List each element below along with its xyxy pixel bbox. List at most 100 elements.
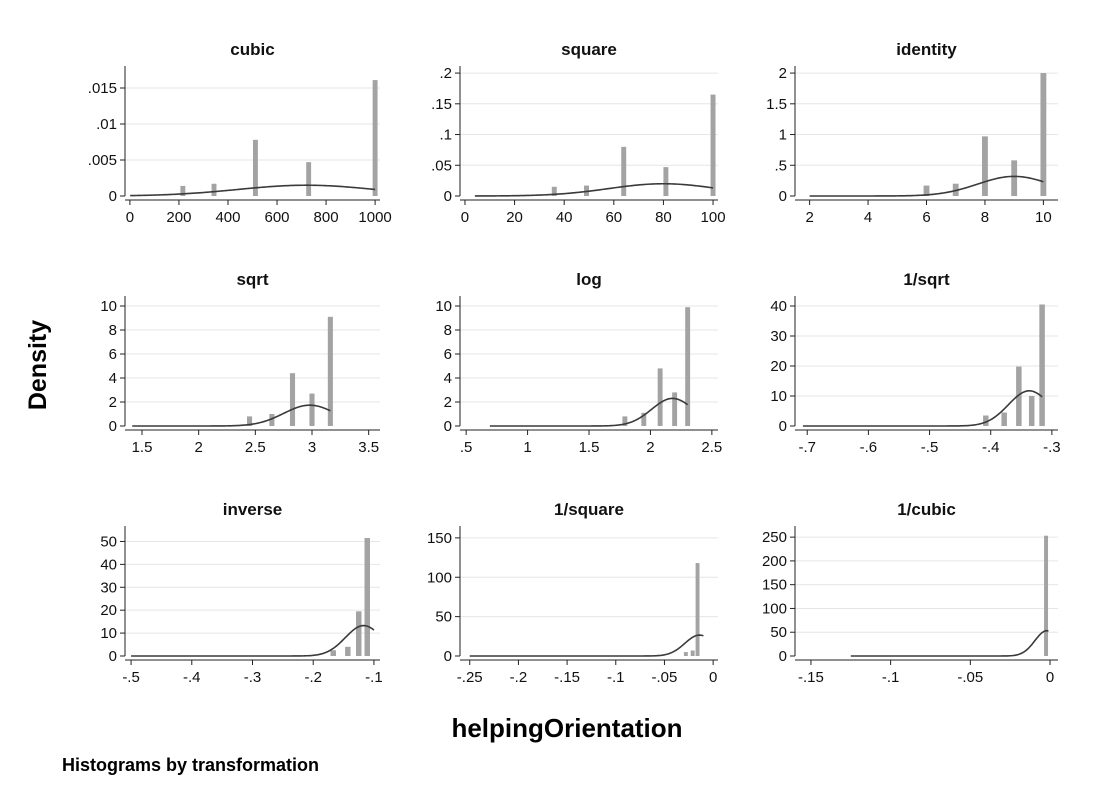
panel-1-cubic: 1/cubic 0 50 100 150 200 250 -.15 -.1 -.05 0 (762, 500, 1058, 686)
x-tick-label: -.6 (860, 439, 878, 456)
y-tick-label: 50 (770, 624, 787, 641)
x-tick-label: 600 (265, 209, 290, 226)
x-tick-label: -.5 (921, 439, 939, 456)
y-tick-label: 100 (427, 569, 452, 586)
x-tick-label: 10 (1035, 209, 1052, 226)
y-tick-label: 0 (444, 648, 452, 665)
y-tick-label: 0 (444, 188, 452, 205)
histogram-bar (672, 392, 678, 426)
y-tick-label: 150 (427, 530, 452, 547)
x-tick-label: 200 (166, 209, 191, 226)
panel-title: identity (896, 40, 957, 59)
histogram-bar (252, 139, 258, 196)
x-tick-label: -.7 (798, 439, 816, 456)
panel-title: log (576, 270, 602, 289)
histogram-bar (180, 185, 186, 196)
histogram-bar (247, 416, 253, 426)
panel-title: 1/square (554, 500, 624, 519)
x-tick-label: 0 (709, 669, 717, 686)
x-tick-label: 80 (655, 209, 672, 226)
density-curve (132, 404, 331, 427)
x-tick-label: 400 (215, 209, 240, 226)
x-tick-label: 1.5 (132, 439, 153, 456)
panel-square: square 0 .05 .1 .15 .2 0 20 40 60 80 100 (431, 40, 725, 226)
x-tick-label: 1.5 (579, 439, 600, 456)
y-tick-label: .005 (88, 152, 117, 169)
y-tick-label: 50 (100, 533, 117, 550)
density-curve (474, 182, 714, 197)
x-tick-label: -.05 (652, 669, 678, 686)
x-tick-label: -.5 (122, 669, 140, 686)
histogram-bar (695, 563, 700, 656)
x-tick-label: 2.5 (245, 439, 266, 456)
y-tick-label: .15 (431, 96, 452, 113)
x-tick-label: 60 (605, 209, 622, 226)
x-tick-label: -.4 (183, 669, 201, 686)
histogram-bar (345, 646, 351, 656)
x-tick-label: 3.5 (358, 439, 379, 456)
y-tick-label: 8 (444, 322, 452, 339)
x-tick-label: -.4 (982, 439, 1000, 456)
histogram-bar (289, 373, 296, 426)
x-tick-label: 40 (556, 209, 573, 226)
histogram-bar (657, 368, 663, 426)
x-tick-label: -.1 (607, 669, 625, 686)
histogram-bar (211, 183, 217, 196)
histogram-bar (309, 393, 315, 426)
y-tick-label: 0 (109, 188, 117, 205)
chart-note: Histograms by transformation (62, 755, 319, 775)
x-tick-label: 2.5 (701, 439, 722, 456)
x-tick-label: 8 (981, 209, 989, 226)
x-tick-label: 20 (506, 209, 523, 226)
y-tick-label: 40 (100, 556, 117, 573)
y-tick-label: 2 (109, 394, 117, 411)
histogram-bar (372, 80, 378, 196)
density-curve (469, 634, 704, 657)
y-tick-label: 4 (444, 370, 452, 387)
y-tick-label: 40 (770, 298, 787, 315)
panel-title: 1/cubic (897, 500, 956, 519)
panel-title: 1/sqrt (903, 270, 950, 289)
histogram-bar (685, 307, 691, 426)
y-tick-label: .2 (439, 65, 452, 82)
y-tick-label: 0 (444, 418, 452, 435)
histogram-bar (983, 415, 989, 426)
y-tick-label: 50 (435, 609, 452, 626)
y-tick-label: 30 (100, 579, 117, 596)
x-tick-label: -.15 (798, 669, 824, 686)
histogram-bar (1001, 412, 1007, 426)
x-tick-label: -.3 (1043, 439, 1061, 456)
y-tick-label: 6 (444, 346, 452, 363)
histogram-bar (356, 611, 362, 656)
histogram-bar (690, 650, 695, 656)
y-tick-label: 1 (779, 127, 787, 144)
x-tick-label: 800 (314, 209, 339, 226)
x-tick-label: 6 (922, 209, 930, 226)
histogram-bar (551, 186, 557, 196)
x-axis-title: helpingOrientation (451, 713, 682, 743)
y-tick-label: 30 (770, 328, 787, 345)
histogram-bar (1011, 160, 1018, 196)
y-tick-label: 200 (762, 553, 787, 570)
panel-1-square: 1/square 0 50 100 150 -.25 -.2 -.15 -.1 -.05 0 (427, 500, 718, 686)
histogram-bar (330, 650, 336, 656)
histogram-bar (641, 412, 647, 426)
x-tick-label: 2 (194, 439, 202, 456)
y-tick-label: 0 (779, 188, 787, 205)
x-tick-label: 0 (1046, 669, 1054, 686)
x-tick-label: 2 (805, 209, 813, 226)
y-tick-label: .015 (88, 80, 117, 97)
y-tick-label: 0 (109, 648, 117, 665)
y-tick-label: 10 (100, 625, 117, 642)
histogram-bar (269, 414, 275, 426)
y-tick-label: 20 (770, 358, 787, 375)
histogram-bar (663, 167, 669, 196)
y-tick-label: 250 (762, 529, 787, 546)
density-curve (850, 629, 1049, 657)
density-curve (489, 397, 689, 427)
histogram-bar (710, 94, 716, 196)
y-tick-label: 2 (444, 394, 452, 411)
panel-identity: identity 0 .5 1 1.5 2 2 4 6 8 10 (766, 40, 1058, 226)
y-tick-label: 20 (100, 602, 117, 619)
histogram-bar (364, 538, 370, 656)
